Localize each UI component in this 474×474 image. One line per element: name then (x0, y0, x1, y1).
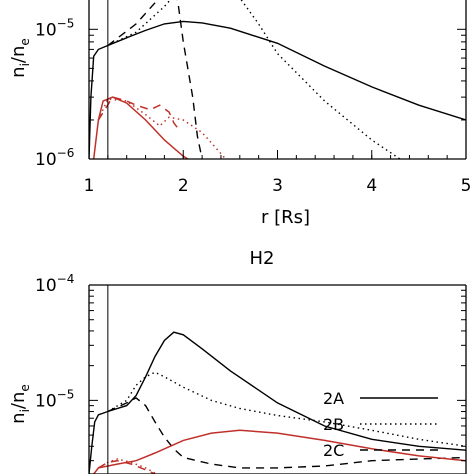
x-tick-label-panel1: 1 (84, 176, 95, 196)
series-line-2c-panel2 (107, 397, 466, 469)
legend-label-1c: 1C (338, 0, 359, 4)
x-tick-label-panel1: 2 (178, 176, 189, 196)
legend-label-2a: 2A (323, 389, 344, 408)
series-line-2b-panel2 (107, 371, 466, 447)
x-tick-label-panel1: 3 (272, 176, 283, 196)
x-axis-label-panel1: r [Rs] (261, 207, 310, 228)
series-line-1a-panel1 (89, 20, 466, 159)
legend-label-2c: 2C (323, 441, 344, 460)
series-line-red-solid-panel1 (92, 96, 189, 159)
series-line-red-dashed-panel1 (97, 96, 180, 130)
series-line-1c-panel1 (107, 0, 203, 159)
x-tick-label-panel1: 5 (461, 176, 472, 196)
svg-text:ni/ne: ni/ne (8, 384, 32, 424)
y-tick-label-panel1: 10−6 (35, 146, 74, 170)
y-axis-label-panel1: ni/ne (8, 38, 32, 78)
series-line-red-dashed-panel2 (98, 459, 156, 474)
series-line-2a-panel2 (89, 331, 466, 474)
series-line-red-dotted-panel1 (97, 98, 227, 159)
chart-title-panel2: H2 (250, 248, 275, 269)
series-line-red-solid-panel2 (93, 429, 466, 474)
y-axis-label-panel2: ni/ne (8, 384, 32, 424)
y-tick-label-panel1: 10−5 (35, 16, 74, 40)
svg-text:ni/ne: ni/ne (8, 38, 32, 78)
legend-label-2b: 2B (323, 415, 344, 434)
y-tick-label-panel2: 10−4 (35, 272, 74, 296)
x-tick-label-panel1: 4 (366, 176, 377, 196)
y-tick-label-panel2: 10−5 (35, 387, 74, 411)
